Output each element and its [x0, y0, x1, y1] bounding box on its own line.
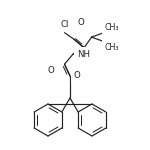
Text: CH₃: CH₃ — [105, 23, 119, 32]
Text: Cl: Cl — [60, 20, 69, 29]
Text: CH₃: CH₃ — [105, 43, 119, 52]
Text: O: O — [74, 72, 81, 81]
Text: NH: NH — [77, 50, 90, 59]
Text: O: O — [77, 18, 84, 27]
Text: O: O — [47, 66, 54, 75]
Polygon shape — [73, 46, 85, 54]
